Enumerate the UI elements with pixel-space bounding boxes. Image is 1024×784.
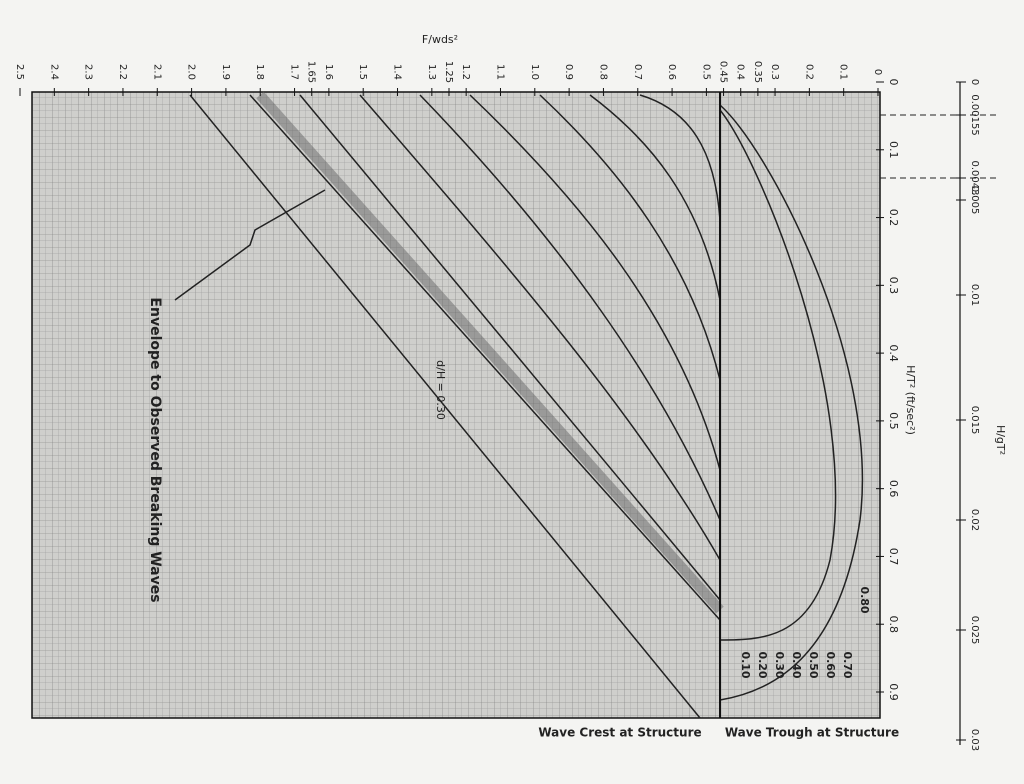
inner-tick-label: 0.2 <box>887 209 900 227</box>
inner-tick-label: 0.7 <box>887 548 900 566</box>
top-tick-label: 1.25 <box>443 61 454 83</box>
curve-label: 0.80 <box>858 586 871 613</box>
top-tick-label: 2.3 <box>83 64 94 80</box>
top-tick-label: 0.6 <box>666 64 677 80</box>
top-tick-label: 2.4 <box>48 64 59 80</box>
curve-label: 0.70 <box>841 651 854 678</box>
top-tick-label: 1.1 <box>494 64 505 80</box>
outer-tick-label: 0.00155 <box>969 94 980 135</box>
top-tick-label: 1.65 <box>306 61 317 83</box>
outer-tick-label: 0 <box>969 79 980 85</box>
plot-area <box>31 91 881 719</box>
top-tick-label: 2.5 <box>14 64 25 80</box>
ratio-label: d/H = 0.30 <box>434 360 447 420</box>
curve-label: 0.20 <box>756 651 769 678</box>
top-tick-label: 1.4 <box>392 64 403 80</box>
outer-tick-label: 0.005 <box>969 186 980 215</box>
curve-label: 0.30 <box>773 651 786 678</box>
top-tick-label: 0.45 <box>718 61 729 83</box>
curve-label: 0.40 <box>790 651 803 678</box>
envelope-label: Envelope to Observed Breaking Waves <box>147 297 163 602</box>
top-tick-label: 1.7 <box>289 64 300 80</box>
top-tick-label: 2.1 <box>151 64 162 80</box>
top-tick-label: 0.1 <box>838 64 849 80</box>
curves <box>174 91 1000 719</box>
top-tick-label: 0.9 <box>563 64 574 80</box>
top-tick-label: 1.0 <box>529 64 540 80</box>
top-axis-title: F/wds² <box>422 33 458 46</box>
top-tick-label: 1.6 <box>323 64 334 80</box>
crest-label: Wave Crest at Structure <box>538 726 701 740</box>
top-tick-label: 1.5 <box>357 64 368 80</box>
top-tick-label: 0.35 <box>752 61 763 83</box>
outer-tick-label: 0.015 <box>969 406 980 435</box>
curve-label: 0.50 <box>807 651 820 678</box>
top-tick-label: 2.2 <box>117 64 128 80</box>
top-tick-label: 1.8 <box>254 64 265 80</box>
inner-tick-label: 0.3 <box>887 277 900 295</box>
curve-label: 0.60 <box>824 651 837 678</box>
outer-tick-label: 0.0043 <box>969 161 980 196</box>
top-tick-label: 1.9 <box>220 64 231 80</box>
outer-axis-title: H/gT² <box>994 425 1007 455</box>
inner-tick-label: 0.4 <box>887 344 900 362</box>
curve-label: 0.10 <box>739 651 752 678</box>
outer-tick-label: 0.03 <box>969 729 980 751</box>
top-tick-label: 0.4 <box>735 64 746 80</box>
top-tick-label: 0.5 <box>700 64 711 80</box>
top-tick-label: 0.8 <box>597 64 608 80</box>
inner-tick-label: 0.6 <box>887 480 900 498</box>
top-tick-label: 0 <box>872 69 883 75</box>
inner-tick-label: 0.1 <box>887 141 900 159</box>
inner-tick-label: 0.8 <box>887 615 900 633</box>
top-tick-label: 0.2 <box>803 64 814 80</box>
outer-tick-label: 0.025 <box>969 616 980 645</box>
outer-tick-label: 0.02 <box>969 509 980 531</box>
inner-tick-label: 0 <box>887 79 900 86</box>
top-tick-label: 2.0 <box>186 64 197 80</box>
trough-label: Wave Trough at Structure <box>725 726 899 740</box>
top-tick-label: 0.7 <box>632 64 643 80</box>
top-tick-label: 0.3 <box>769 64 780 80</box>
outer-tick-label: 0.01 <box>969 284 980 306</box>
inner-tick-label: 0.5 <box>887 412 900 430</box>
inner-axis-title: H/T² (ft/sec²) <box>904 365 917 435</box>
top-tick-label: 1.2 <box>460 64 471 80</box>
top-tick-label: 1.3 <box>426 64 437 80</box>
inner-tick-label: 0.9 <box>887 683 900 701</box>
